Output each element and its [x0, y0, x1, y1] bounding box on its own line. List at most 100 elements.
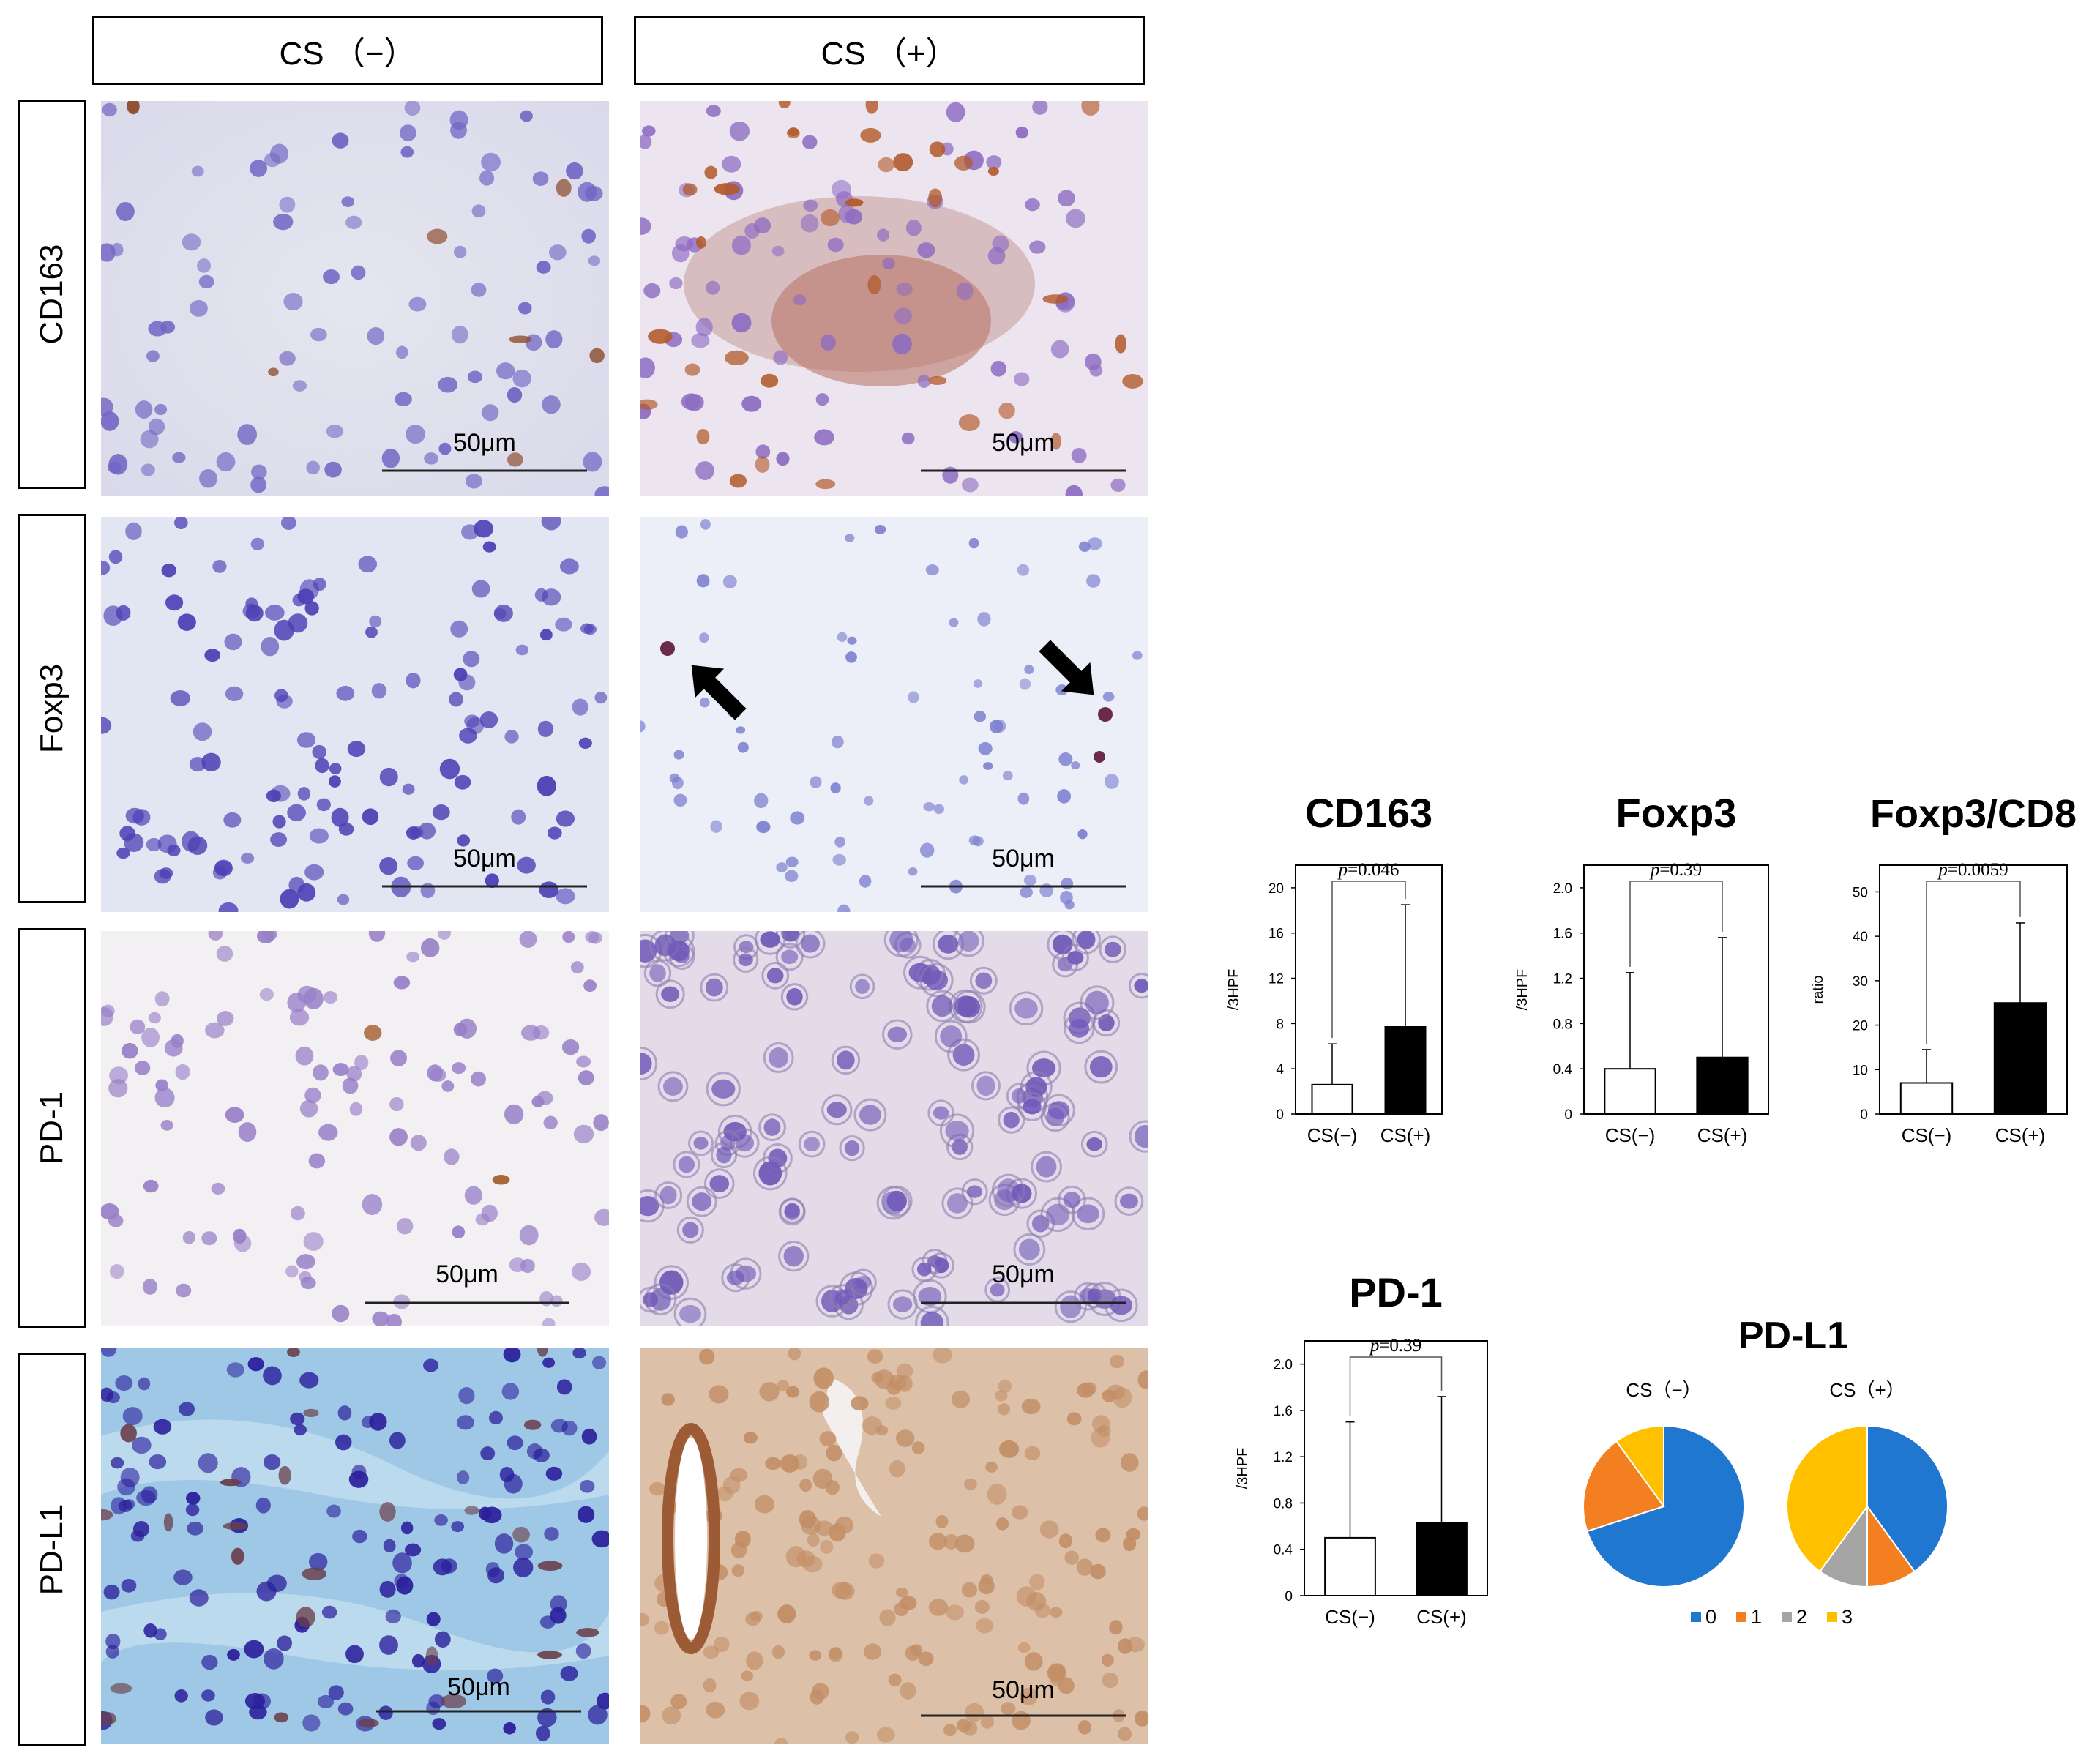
- chart-title: PD-1: [1349, 1270, 1443, 1315]
- scale-bar-label: 50μm: [453, 429, 516, 457]
- chart-foxp3: Foxp3 0 0.4 0.8 1.2 1.6 2.0/3HPF CS(−) CS(+) p=0.…: [1508, 790, 1786, 1171]
- chart-pdl1: PD-L1 CS（−） CS（+） 0 1 2 3: [1559, 1310, 2028, 1647]
- micrograph-image: 50μm: [101, 1348, 609, 1744]
- chart-title: Foxp3: [1616, 791, 1737, 836]
- row-header-pdl1: PD-L1: [18, 1353, 86, 1746]
- pie-slice: [1786, 1424, 1868, 1573]
- row-header-label: PD-L1: [34, 1503, 70, 1596]
- bar: [1899, 1082, 1954, 1115]
- y-tick-label: 0: [1860, 1107, 1868, 1123]
- x-category-label: CS(−): [1902, 1124, 1952, 1146]
- y-tick-label: 2.0: [1553, 881, 1572, 897]
- arrow-icon: [1039, 640, 1094, 695]
- pie-slice: [1586, 1424, 1745, 1588]
- column-header-cs-positive: CS （+）: [634, 16, 1145, 85]
- chart-cd163: CD163 0 4 8 12 16 20/3HPF CS(−) CS(+) p=0.046: [1215, 790, 1493, 1171]
- micrograph-image: 50μm: [640, 101, 1148, 496]
- micrograph-image: 50μm: [640, 1348, 1148, 1744]
- legend-label: 1: [1751, 1606, 1762, 1628]
- bar: [1416, 1522, 1468, 1597]
- significance-bracket: [1629, 881, 1723, 967]
- pie-label: CS（+）: [1829, 1379, 1905, 1401]
- micrograph-image: 50μm: [640, 931, 1148, 1326]
- significance-bracket: [1926, 881, 2021, 1044]
- scale-bar-label: 50μm: [992, 429, 1055, 457]
- chart-pd1: PD-1 0 0.4 0.8 1.2 1.6 2.0/3HPF CS(−) CS(+) p=0.3…: [1215, 1269, 1493, 1651]
- bar: [1311, 1083, 1353, 1115]
- y-axis-label: ratio: [1810, 976, 1826, 1004]
- x-category-label: CS(+): [1416, 1606, 1467, 1628]
- bar: [1324, 1536, 1376, 1596]
- y-axis-label: /3HPF: [1514, 969, 1531, 1011]
- row-header-pd1: PD-1: [18, 928, 86, 1328]
- column-header-cs-negative: CS （−）: [92, 16, 603, 85]
- y-axis-label: /3HPF: [1226, 969, 1242, 1011]
- chart-foxp3-cd8: Foxp3/CD8 0 10 20 30 40 50 ratio CS(−) CS(+) p=0.0…: [1801, 791, 2089, 1171]
- bar-chart: CD163 0 4 8 12 16 20/3HPF CS(−) CS(+) p=0.046: [1226, 790, 1443, 1146]
- plot-frame: [1583, 864, 1769, 1115]
- legend-label: 2: [1796, 1606, 1807, 1628]
- plot-frame: [1295, 864, 1443, 1115]
- chart-title: CD163: [1305, 791, 1432, 836]
- y-tick-label: 50: [1853, 885, 1868, 900]
- x-category-label: CS(−): [1325, 1606, 1375, 1628]
- scale-bar-label: 50μm: [992, 845, 1055, 872]
- legend-swatch: [1827, 1612, 1837, 1622]
- x-category-label: CS(+): [1697, 1124, 1748, 1146]
- bar-chart: PD-1 0 0.4 0.8 1.2 1.6 2.0/3HPF CS(−) CS(+) p=0.3…: [1235, 1269, 1488, 1628]
- micrograph-image: 50μm: [640, 517, 1148, 912]
- micrograph-foxp3-cs-positive: 50μm: [640, 517, 1148, 912]
- x-category-label: CS(−): [1605, 1124, 1656, 1146]
- y-tick-label: 16: [1268, 927, 1284, 942]
- chart-title: Foxp3/CD8: [1870, 792, 2077, 836]
- y-tick-label: 1.6: [1274, 1404, 1293, 1419]
- micrograph-pdl1-cs-positive: 50μm: [640, 1348, 1148, 1744]
- micrograph-image: 50μm: [101, 517, 609, 912]
- legend-label: 0: [1705, 1606, 1716, 1628]
- y-tick-label: 1.2: [1274, 1450, 1293, 1465]
- scale-bar-label: 50μm: [447, 1673, 510, 1701]
- y-tick-label: 1.6: [1553, 927, 1572, 942]
- p-value-label: p=0.39: [1369, 1336, 1421, 1356]
- row-header-label: CD163: [34, 244, 70, 345]
- micrograph-pd1-cs-negative: 50μm: [101, 931, 609, 1326]
- y-tick-label: 30: [1853, 974, 1868, 990]
- micrograph-pdl1-cs-negative: 50μm: [101, 1348, 609, 1744]
- scale-bar-label: 50μm: [992, 1676, 1055, 1704]
- row-header-label: PD-1: [34, 1091, 70, 1165]
- significance-bracket: [1331, 881, 1406, 1039]
- column-header-label: CS （−）: [279, 36, 416, 72]
- y-tick-label: 20: [1853, 1019, 1868, 1034]
- x-category-label: CS(+): [1995, 1124, 2046, 1146]
- p-value-label: p=0.39: [1649, 860, 1702, 880]
- column-header-label: CS （+）: [821, 36, 958, 72]
- y-tick-label: 0: [1564, 1107, 1572, 1123]
- y-tick-label: 2.0: [1274, 1358, 1293, 1373]
- pie-label: CS（−）: [1626, 1379, 1701, 1401]
- pie-slice: [1615, 1424, 1664, 1509]
- y-tick-label: 0.8: [1553, 1017, 1572, 1032]
- y-axis-label: /3HPF: [1235, 1448, 1251, 1490]
- plot-frame: [1879, 864, 2068, 1115]
- y-tick-label: 10: [1853, 1063, 1868, 1078]
- y-tick-label: 12: [1268, 972, 1284, 987]
- y-tick-label: 8: [1276, 1017, 1284, 1032]
- bar: [1384, 1026, 1427, 1115]
- micrograph-image: 50μm: [101, 101, 609, 496]
- y-tick-label: 0: [1285, 1589, 1293, 1604]
- x-category-label: CS(−): [1307, 1124, 1358, 1146]
- micrograph-pd1-cs-positive: 50μm: [640, 931, 1148, 1326]
- scale-bar-label: 50μm: [453, 845, 516, 872]
- micrograph-image: 50μm: [101, 931, 609, 1326]
- legend-swatch: [1782, 1612, 1792, 1622]
- pie-slice: [1866, 1424, 1948, 1573]
- y-tick-label: 0: [1276, 1107, 1284, 1123]
- arrow-icon: [691, 665, 747, 720]
- y-tick-label: 0.4: [1274, 1543, 1293, 1558]
- y-tick-label: 20: [1268, 881, 1284, 897]
- bar: [1993, 1002, 2047, 1115]
- p-value-label: p=0.0059: [1937, 860, 2008, 880]
- y-tick-label: 0.8: [1274, 1496, 1293, 1511]
- bar-chart: Foxp3/CD8 0 10 20 30 40 50 ratio CS(−) CS(+) p=0.0…: [1810, 792, 2077, 1146]
- significance-bracket: [1349, 1356, 1443, 1416]
